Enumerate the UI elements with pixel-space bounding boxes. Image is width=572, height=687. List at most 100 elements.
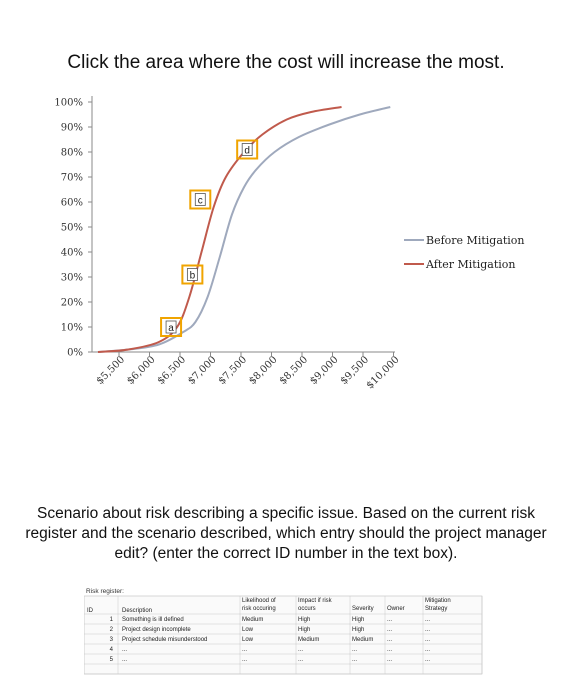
- x-axis-ticks: $5,500$6,000$6,500$7,000$7,500$8,000$8,5…: [95, 352, 402, 391]
- cell-likelihood: Low: [242, 637, 254, 643]
- cell-description: Project schedule misunderstood: [122, 637, 207, 643]
- y-tick-label: 50%: [61, 223, 83, 234]
- y-tick-label: 40%: [61, 248, 83, 259]
- question-title: Click the area where the cost will incre…: [67, 52, 505, 73]
- register-rows: 1 Something is ill defined Medium High High.…: [110, 617, 431, 663]
- x-tick-label: $9,000: [308, 354, 341, 387]
- x-tick-label: $5,500: [95, 354, 128, 387]
- cell-owner: ...: [387, 657, 392, 663]
- cell-impact: High: [298, 627, 310, 633]
- area-label: b: [190, 271, 196, 282]
- x-tick-label: $7,000: [186, 354, 219, 387]
- cell-description: ...: [122, 647, 127, 653]
- header-severity: Severity: [352, 606, 374, 612]
- area-box[interactable]: [160, 317, 183, 337]
- legend: Before Mitigation After Mitigation: [404, 234, 525, 271]
- cost-probability-chart: 100% 90% 80% 70% 60% 50% 40% 30% 20% 10% 0% $5,500…: [54, 96, 525, 391]
- cell-description: Project design incomplete: [122, 627, 191, 633]
- table-row: 5..................: [110, 657, 431, 663]
- table-row: 3 Project schedule misunderstood Low Medium…: [110, 637, 431, 643]
- cell-owner: ...: [387, 647, 392, 653]
- legend-label-after: After Mitigation: [425, 258, 515, 271]
- y-tick-label: 0%: [67, 348, 83, 359]
- area-b-option[interactable]: b: [181, 264, 204, 285]
- cell-id: 4: [110, 647, 114, 653]
- area-box[interactable]: [189, 189, 212, 210]
- cell-impact: ...: [298, 647, 303, 653]
- x-tick-label: $6,500: [156, 354, 189, 387]
- area-d-option[interactable]: d: [236, 139, 259, 160]
- register-header: ID Description Likelihood of risk occuri…: [87, 598, 451, 614]
- cell-impact: ...: [298, 657, 303, 663]
- cell-owner: ...: [387, 637, 392, 643]
- cell-likelihood: ...: [242, 647, 247, 653]
- table-row: 2 Project design incomplete Low High High...…: [110, 627, 431, 633]
- y-axis-ticks: 100% 90% 80% 70% 60% 50% 40% 30% 20% 10% 0%: [54, 96, 93, 359]
- area-label-box: [186, 268, 198, 281]
- y-tick-label: 90%: [61, 123, 83, 134]
- risk-register-table: Risk register: ID Description Likelihood…: [84, 588, 483, 675]
- cell-id: 5: [110, 657, 114, 663]
- table-row: 1 Something is ill defined Medium High High.…: [110, 617, 431, 623]
- header-likelihood-1: Likelihood of: [242, 598, 276, 604]
- area-a-option[interactable]: a: [160, 317, 183, 337]
- area-label-box: [194, 193, 206, 206]
- x-tick-label: $8,500: [278, 354, 311, 387]
- cell-likelihood: Medium: [242, 617, 263, 623]
- cell-severity: Medium: [352, 637, 373, 643]
- cell-owner: ...: [387, 627, 392, 633]
- cell-severity: ...: [352, 647, 357, 653]
- cell-impact: High: [298, 617, 310, 623]
- x-tick-label: $7,500: [217, 354, 250, 387]
- header-id: ID: [87, 608, 94, 614]
- cell-id: 1: [110, 617, 114, 623]
- cell-severity: High: [352, 617, 364, 623]
- cell-mitigation: ...: [425, 617, 430, 623]
- cell-id: 2: [110, 627, 114, 633]
- y-tick-label: 80%: [61, 148, 83, 159]
- cell-id: 3: [110, 637, 114, 643]
- header-owner: Owner: [387, 606, 405, 612]
- cell-severity: High: [352, 627, 364, 633]
- cell-mitigation: ...: [425, 657, 430, 663]
- cell-mitigation: ...: [425, 647, 430, 653]
- y-tick-label: 10%: [61, 323, 83, 334]
- cell-impact: Medium: [298, 637, 319, 643]
- header-mitigation-2: Strategy: [425, 606, 447, 612]
- cell-severity: ...: [352, 657, 357, 663]
- cell-mitigation: ...: [425, 627, 430, 633]
- series-line-before-mitigation: [97, 106, 391, 353]
- cell-description: ...: [122, 657, 127, 663]
- series-line-after-mitigation: [97, 106, 342, 353]
- cell-likelihood: Low: [242, 627, 254, 633]
- area-box[interactable]: [236, 139, 259, 160]
- y-tick-label: 100%: [54, 98, 83, 109]
- cell-mitigation: ...: [425, 637, 430, 643]
- x-tick-label: $10,000: [365, 354, 402, 391]
- x-tick-label: $8,000: [247, 354, 280, 387]
- area-label-box: [241, 143, 253, 156]
- cell-likelihood: ...: [242, 657, 247, 663]
- register-grid: [84, 596, 483, 675]
- y-tick-label: 20%: [61, 298, 83, 309]
- annotation-areas[interactable]: a b c d: [160, 139, 259, 337]
- header-description: Description: [122, 608, 152, 614]
- y-tick-label: 70%: [61, 173, 83, 184]
- cell-description: Something is ill defined: [122, 617, 184, 623]
- cell-owner: ...: [387, 617, 392, 623]
- area-c-option[interactable]: c: [189, 189, 212, 210]
- legend-label-before: Before Mitigation: [426, 234, 525, 247]
- area-label: d: [244, 146, 250, 157]
- header-likelihood-2: risk occuring: [242, 606, 276, 612]
- header-mitigation-1: Mitigation: [425, 598, 451, 604]
- area-label: c: [198, 196, 203, 207]
- header-impact-2: occurs: [298, 606, 316, 612]
- area-label-box: [165, 320, 177, 334]
- x-tick-label: $6,000: [125, 354, 158, 387]
- y-tick-label: 60%: [61, 198, 83, 209]
- area-box[interactable]: [181, 264, 204, 285]
- area-label: a: [168, 323, 174, 334]
- y-tick-label: 30%: [61, 273, 83, 284]
- register-title: Risk register:: [86, 588, 124, 595]
- table-row: 4..................: [110, 647, 431, 653]
